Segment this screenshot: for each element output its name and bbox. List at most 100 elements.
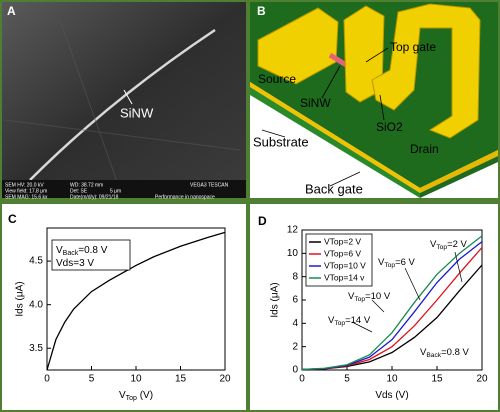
y-tick-label: 12 xyxy=(287,225,299,236)
y-tick-label: 4.0 xyxy=(29,299,43,310)
back-gate-edge xyxy=(250,87,420,198)
panel-label: A xyxy=(7,4,16,18)
annotation-arrow xyxy=(404,267,421,301)
text-part: =6 V xyxy=(395,257,415,268)
text-part: Vds=3 V xyxy=(56,258,94,269)
text-part: V xyxy=(378,257,385,268)
leaders xyxy=(261,47,389,187)
info-text: 5 μm xyxy=(110,188,121,194)
text-part: =10 V xyxy=(365,291,391,302)
legend-label: VTop=14 v xyxy=(324,272,365,282)
x-tick-label: 20 xyxy=(476,374,488,385)
text-part: (V) xyxy=(137,390,153,401)
y-tick-label: 3.5 xyxy=(29,343,43,354)
x-tick-label: 0 xyxy=(44,374,50,385)
text-part: Vds (V) xyxy=(375,390,408,401)
annotation-arrow xyxy=(454,251,463,283)
drain xyxy=(371,3,481,139)
legend-label: VTop=10 V xyxy=(324,260,366,270)
rich-text: Vds (V) xyxy=(375,390,408,401)
info-text: SEM MAG: 15.6 kx xyxy=(5,194,48,200)
x-tick-label: 5 xyxy=(89,374,95,385)
rich-text: VTop=6 V xyxy=(378,257,416,269)
rich-text: VTop=14 V xyxy=(328,315,371,327)
substrate-side xyxy=(420,150,498,193)
panel-bg xyxy=(250,204,498,410)
x-tick-label: 5 xyxy=(344,374,350,385)
rich-text: VTop=2 V xyxy=(430,239,468,251)
sem-image xyxy=(2,2,246,198)
y-tick-label: 4.5 xyxy=(29,256,43,267)
info-text: SEM HV: 20.0 kV xyxy=(5,182,44,188)
text-part: =14 V xyxy=(345,315,371,326)
label: Substrate xyxy=(253,134,309,149)
text-part: =0.8 V xyxy=(78,245,108,256)
info-text: Date(m/d/y): 09/21/18 xyxy=(70,194,119,200)
y-axis-label: Ids (μA) xyxy=(270,282,281,317)
y-tick-label: 0 xyxy=(292,365,298,376)
substrate-edge xyxy=(250,82,420,193)
legend-label: VTop=2 V xyxy=(324,236,361,246)
back-gate-side xyxy=(420,156,498,198)
info-text: View field: 17.8 μm xyxy=(5,188,47,194)
leader xyxy=(123,89,133,105)
label: Drain xyxy=(410,142,439,156)
rich-text: VTop (V) xyxy=(119,390,153,402)
panel-label: D xyxy=(258,214,267,228)
text-part: V xyxy=(430,239,437,250)
info-text: WD: 38.72 mm xyxy=(70,182,103,188)
info-text: VEGA3 TESCAN xyxy=(190,182,229,188)
texture xyxy=(4,19,241,191)
annotation-arrow xyxy=(351,321,373,333)
rich-text: VTop=10 V xyxy=(348,291,391,303)
y-tick-label: 10 xyxy=(287,248,299,259)
legend-label: VTop=6 V xyxy=(324,248,361,258)
text-part: V xyxy=(56,245,63,256)
info-text: Performance in nanospace xyxy=(155,194,215,200)
rich-text: VBack=0.8 V xyxy=(420,347,470,359)
y-tick-label: 6 xyxy=(292,295,298,306)
panel-label: C xyxy=(8,212,17,226)
text-part: V xyxy=(119,390,126,401)
nanowire xyxy=(29,28,216,181)
x-tick-label: 15 xyxy=(175,374,187,385)
label: Back gate xyxy=(305,181,363,196)
x-tick-label: 0 xyxy=(299,374,305,385)
data-line xyxy=(46,231,226,371)
subscript: Top xyxy=(436,244,447,251)
subscript: Top xyxy=(354,296,365,303)
subscript: Top xyxy=(126,395,137,402)
subscript: Top xyxy=(334,320,345,327)
text-part: V xyxy=(420,347,427,358)
subscript: Back xyxy=(63,250,79,257)
annotation-box xyxy=(51,239,131,271)
label: SiO2 xyxy=(376,120,403,134)
info-bar xyxy=(2,180,246,198)
subscript: Top xyxy=(384,262,395,269)
info-text: Det: SE xyxy=(70,188,88,194)
rich-text: Vds=3 V xyxy=(56,258,94,269)
annotation-arrow xyxy=(371,299,385,313)
label: Top gate xyxy=(390,40,436,54)
y-tick-label: 4 xyxy=(292,318,298,329)
x-tick-label: 20 xyxy=(219,374,231,385)
source xyxy=(257,7,339,85)
annotation: SiNW xyxy=(120,105,154,120)
label: SiNW xyxy=(300,96,331,110)
series-line xyxy=(301,235,483,371)
subscript: Back xyxy=(426,352,441,359)
x-tick-label: 10 xyxy=(386,374,398,385)
text-part: V xyxy=(348,291,355,302)
rich-text: VBack=0.8 V xyxy=(56,245,108,257)
y-tick-label: 8 xyxy=(292,271,298,282)
label: Source xyxy=(258,72,296,86)
y-axis-label: Ids (μA) xyxy=(15,281,26,316)
x-tick-label: 10 xyxy=(130,374,142,385)
x-tick-label: 15 xyxy=(431,374,443,385)
y-tick-label: 2 xyxy=(292,341,298,352)
text-part: =2 V xyxy=(447,239,467,250)
text-part: V xyxy=(328,315,335,326)
panel-label: B xyxy=(257,4,266,18)
text-part: =0.8 V xyxy=(441,347,469,358)
